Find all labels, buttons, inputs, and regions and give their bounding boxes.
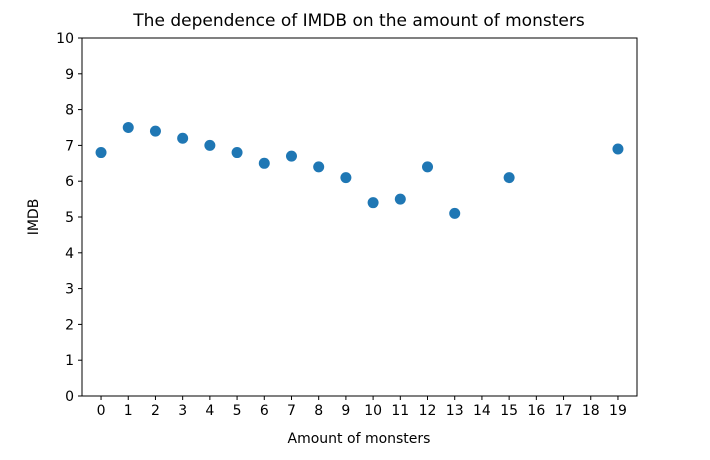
data-point (313, 161, 325, 173)
y-axis-label: IMDB (26, 199, 42, 236)
data-point (449, 207, 461, 219)
x-tick-label: 5 (233, 403, 242, 419)
x-tick-label: 19 (609, 403, 627, 419)
plot-frame (81, 37, 638, 397)
x-tick-label: 0 (97, 403, 106, 419)
x-tick-label: 7 (287, 403, 296, 419)
x-tick-label: 18 (582, 403, 600, 419)
data-point (340, 172, 352, 184)
data-point (231, 147, 243, 159)
x-tick-label: 2 (151, 403, 160, 419)
x-tick-label: 13 (446, 403, 464, 419)
y-tick-label: 8 (65, 103, 74, 119)
data-point (122, 122, 134, 133)
data-point (95, 147, 107, 159)
x-tick-label: 11 (391, 403, 409, 419)
data-point (258, 157, 270, 169)
y-tick-label: 0 (65, 389, 74, 405)
x-tick-label: 16 (527, 403, 545, 419)
data-point (204, 139, 216, 151)
ticks-layer: 0 1 2 3 4 5 6 7 8 9 10 11 12 13 14 15 16 17 18 190123456789… (56, 31, 627, 419)
x-tick-label: 1 (124, 403, 133, 419)
y-tick-label: 3 (65, 282, 74, 298)
data-point (394, 193, 406, 205)
data-point (422, 161, 434, 173)
data-point (612, 143, 624, 155)
x-tick-label: 3 (178, 403, 187, 419)
y-tick-label: 9 (65, 67, 74, 83)
data-point (367, 197, 379, 209)
y-tick-label: 1 (65, 353, 74, 369)
chart-title: The dependence of IMDB on the amount of … (132, 11, 585, 31)
x-tick-label: 4 (205, 403, 214, 419)
x-tick-label: 9 (341, 403, 350, 419)
data-point (503, 172, 515, 184)
points-layer (95, 122, 624, 219)
y-tick-label: 2 (65, 317, 74, 333)
data-point (149, 125, 161, 137)
x-tick-label: 17 (555, 403, 573, 419)
x-tick-label: 6 (260, 403, 269, 419)
x-tick-label: 14 (473, 403, 491, 419)
x-tick-label: 12 (419, 403, 437, 419)
y-tick-label: 6 (65, 174, 74, 190)
x-tick-label: 15 (500, 403, 518, 419)
y-tick-label: 4 (65, 246, 74, 262)
y-tick-label: 10 (56, 31, 74, 47)
data-point (177, 132, 189, 144)
y-tick-label: 5 (65, 210, 74, 226)
x-axis-label: Amount of monsters (288, 431, 431, 447)
data-point (285, 150, 297, 162)
x-tick-label: 10 (364, 403, 382, 419)
x-tick-label: 8 (314, 403, 323, 419)
y-tick-label: 7 (65, 138, 74, 154)
